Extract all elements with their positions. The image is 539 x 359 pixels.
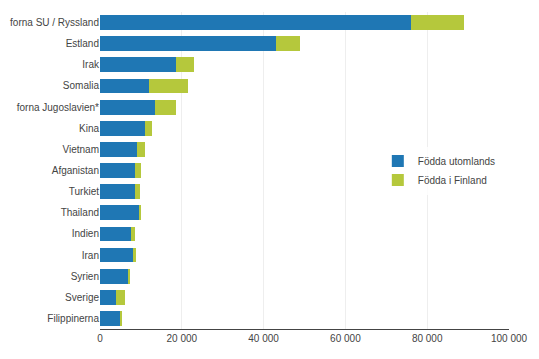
svg-text:80 000: 80 000 bbox=[412, 333, 443, 344]
svg-text:Thailand: Thailand bbox=[61, 207, 99, 218]
svg-text:Turkiet: Turkiet bbox=[69, 186, 99, 197]
svg-text:Iran: Iran bbox=[82, 250, 99, 261]
svg-text:40 000: 40 000 bbox=[248, 333, 279, 344]
svg-text:Syrien: Syrien bbox=[71, 271, 99, 282]
svg-text:60 000: 60 000 bbox=[330, 333, 361, 344]
svg-text:forna Jugoslavien*: forna Jugoslavien* bbox=[17, 102, 99, 113]
svg-text:Födda utomlands: Födda utomlands bbox=[418, 156, 495, 167]
svg-text:Irak: Irak bbox=[82, 59, 100, 70]
svg-text:0: 0 bbox=[97, 333, 103, 344]
svg-text:20 000: 20 000 bbox=[167, 333, 198, 344]
svg-text:Födda i Finland: Födda i Finland bbox=[418, 175, 487, 186]
svg-text:Somalia: Somalia bbox=[63, 80, 100, 91]
svg-text:Kina: Kina bbox=[79, 123, 99, 134]
svg-text:Indien: Indien bbox=[72, 228, 99, 239]
svg-text:forna SU / Ryssland: forna SU / Ryssland bbox=[10, 17, 99, 28]
svg-text:Filippinerna: Filippinerna bbox=[47, 313, 99, 324]
svg-text:Sverige: Sverige bbox=[65, 292, 99, 303]
svg-text:100 000: 100 000 bbox=[491, 333, 528, 344]
svg-text:Estland: Estland bbox=[66, 38, 99, 49]
svg-text:Afganistan: Afganistan bbox=[52, 165, 99, 176]
svg-text:Vietnam: Vietnam bbox=[62, 144, 99, 155]
